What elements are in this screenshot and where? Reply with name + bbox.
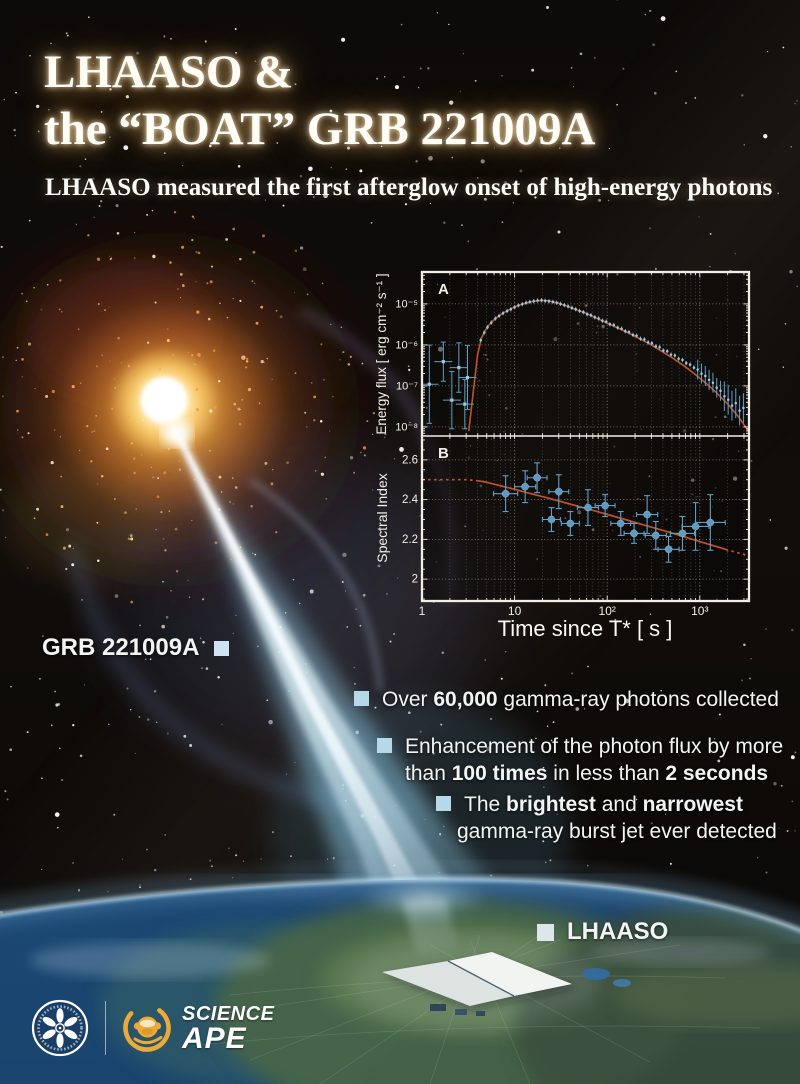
clouds — [30, 942, 270, 978]
spectral-index-point — [501, 489, 510, 498]
x-axis-title: Time since T* [ s ] — [498, 616, 673, 641]
bullet-square-icon — [354, 691, 369, 706]
spectral-index-point — [630, 529, 638, 538]
model-fit-line-A — [468, 299, 749, 433]
title-line-1: LHAASO & — [44, 46, 294, 98]
footer-logos: SCIENCE APE — [30, 998, 274, 1058]
poster-subtitle: LHAASO measured the first afterglow onse… — [45, 174, 773, 201]
title-line-2: the “BOAT” GRB 221009A — [44, 103, 596, 155]
spectral-index-point — [651, 531, 660, 540]
poster-header: LHAASO & the “BOAT” GRB 221009A LHAASO m… — [44, 44, 772, 202]
fact-text: Over 60,000 gamma-ray photons collected — [382, 688, 779, 711]
fact-item: Enhancement of the photon flux by more th… — [377, 733, 783, 787]
spectral-index-point — [616, 519, 625, 528]
spectral-index-point — [533, 473, 541, 482]
atmosphere-limb — [0, 877, 800, 932]
jet-origin-flare — [162, 420, 192, 446]
spectral-index-point — [601, 501, 609, 510]
spectral-index-point — [584, 503, 592, 512]
brand-science-text: SCIENCE — [182, 1003, 275, 1025]
spectral-index-point — [678, 529, 687, 538]
grb-label-text: GRB 221009A — [42, 634, 200, 661]
afterglow-light-curve-chart: 10⁻⁵ 10⁻⁶ 10⁻⁷ 10⁻⁸ 2.6 2.4 2.2 2 1 10 10² 10³ A B Ene… — [374, 270, 751, 641]
grb-core — [141, 377, 187, 423]
grb-marker-square-icon — [214, 640, 230, 656]
shock-arc-inner — [248, 477, 383, 691]
y-tick-label-B: 2.2 — [402, 534, 418, 546]
y-tick-label-A: 10⁻⁵ — [395, 298, 418, 310]
brand-ape-text: APE — [182, 1022, 247, 1055]
spectral-index-point — [547, 515, 556, 524]
x-tick-label: 10² — [599, 604, 616, 618]
science-ape-brand: SCIENCE APE — [121, 1002, 274, 1054]
y-tick-label-B: 2 — [412, 574, 418, 586]
spectral-index-point — [664, 545, 673, 554]
footer-divider — [105, 1001, 106, 1055]
x-tick-label: 10 — [508, 604, 522, 618]
y-axis-title-B: Spectral Index — [374, 473, 390, 563]
panel-label-A: A — [438, 281, 449, 298]
lhaaso-label: LHAASO — [537, 918, 668, 946]
cas-logo-icon — [31, 999, 89, 1057]
earth — [0, 861, 800, 1084]
science-ape-wordmark: SCIENCE APE — [182, 1003, 275, 1055]
model-fit-line-B — [422, 478, 487, 484]
x-tick-label: 1 — [419, 604, 426, 618]
spectral-index-point — [706, 518, 715, 527]
y-tick-label-B: 2.6 — [402, 454, 418, 466]
y-tick-label-A: 10⁻⁶ — [395, 339, 418, 351]
pond — [582, 968, 610, 980]
lhaaso-facility-roof-left — [382, 961, 514, 1006]
lhaaso-label-text: LHAASO — [567, 918, 669, 945]
nebula-speckle-stars — [0, 210, 375, 604]
lhaaso-facility-roof-right — [448, 952, 572, 996]
fact-text: The brightest and narrowest gamma-ray bur… — [457, 793, 777, 843]
spectral-index-point — [521, 482, 529, 491]
mountains — [515, 905, 800, 1084]
y-tick-label-B: 2.4 — [402, 494, 419, 506]
fact-item: Over 60,000 gamma-ray photons collected — [354, 686, 779, 713]
spectral-index-point — [643, 510, 651, 519]
bullet-square-icon — [377, 738, 392, 753]
y-tick-label-A: 10⁻⁷ — [396, 380, 418, 392]
grb-label: GRB 221009A — [42, 634, 230, 662]
bullet-square-icon — [436, 796, 451, 811]
spectral-index-point — [566, 519, 575, 528]
grb-explosion — [0, 194, 535, 811]
fact-text: Enhancement of the photon flux by more th… — [405, 735, 784, 785]
y-axis-title-A: Energy flux [ erg cm⁻² s⁻¹ ] — [374, 273, 389, 434]
x-tick-label: 10³ — [691, 604, 708, 618]
panel-label-B: B — [438, 445, 449, 462]
poster-title: LHAASO & the “BOAT” GRB 221009A — [44, 44, 772, 158]
y-tick-label-A: 10⁻⁸ — [395, 421, 418, 433]
fact-item: The brightest and narrowest gamma-ray bur… — [436, 791, 777, 845]
spectral-index-point — [554, 487, 563, 496]
science-ape-logo-icon — [123, 1004, 171, 1052]
lhaaso-marker-square-icon — [537, 923, 554, 941]
jet-impact-glow — [358, 877, 490, 919]
